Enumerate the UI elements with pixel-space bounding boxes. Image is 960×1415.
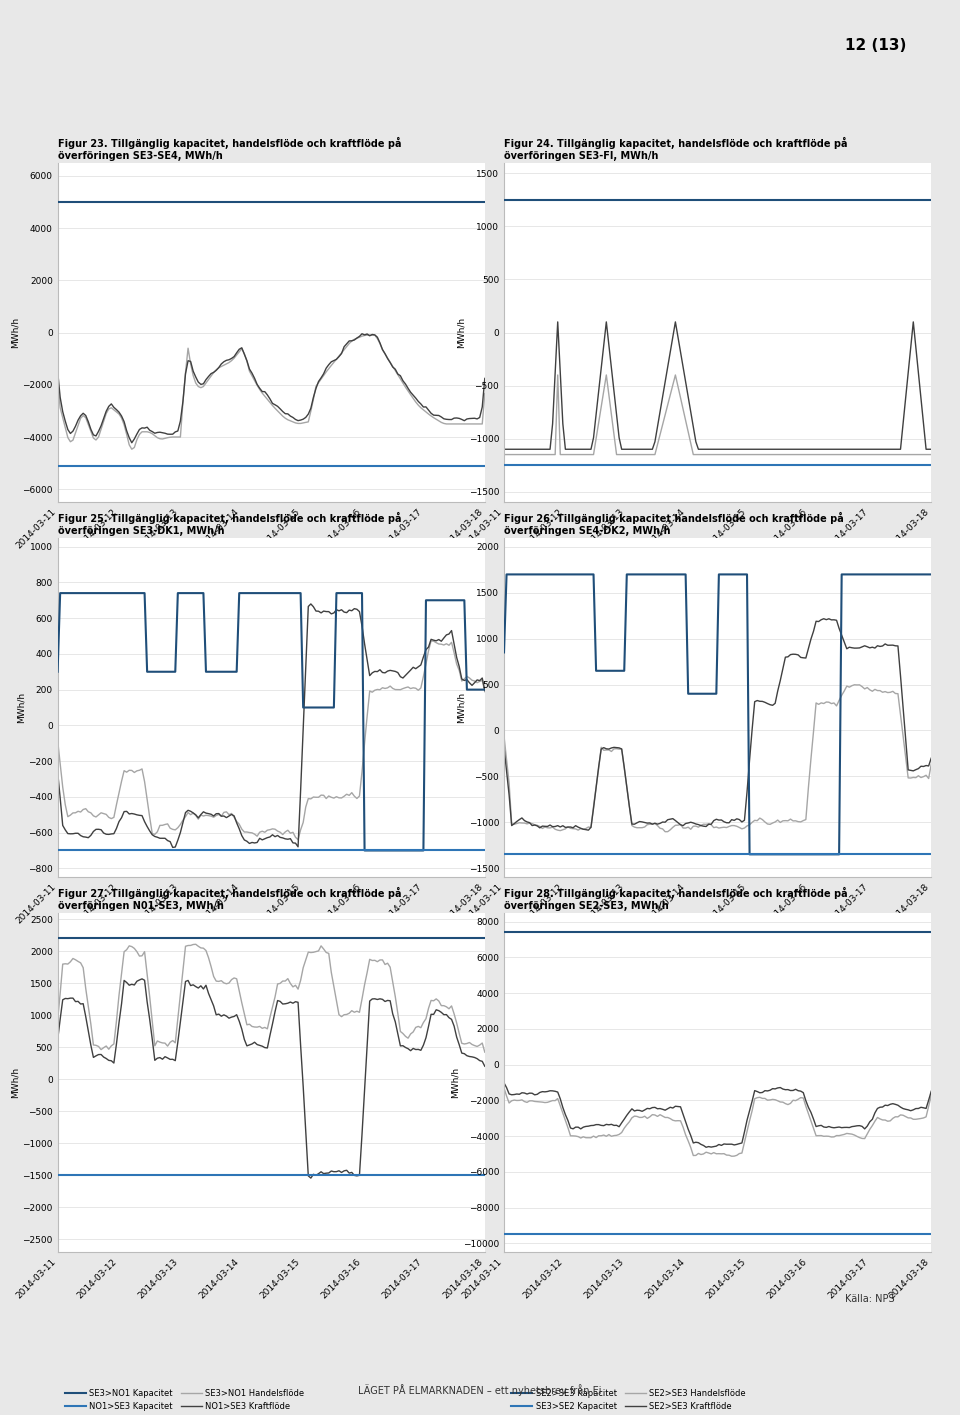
Text: Figur 24. Tillgänglig kapacitet, handelsflöde och kraftflöde på
överföringen SE3: Figur 24. Tillgänglig kapacitet, handels… <box>504 137 848 161</box>
Text: Figur 26. Tillgänglig kapacitet handelsflöde och kraftflöde på
överföringen SE4-: Figur 26. Tillgänglig kapacitet handelsf… <box>504 512 844 536</box>
Text: Figur 28. Tillgänglig kapacitet, handelsflöde och kraftflöde på
överföringen SE2: Figur 28. Tillgänglig kapacitet, handels… <box>504 887 848 911</box>
Y-axis label: MWh/h: MWh/h <box>451 1067 460 1098</box>
Legend: SE4>DK2 Kapacitet, DK2>SE4 Kapacitet, SE4>DK2 Handelsflöde, SE4>DK2 Kraftflöde: SE4>DK2 Kapacitet, DK2>SE4 Kapacitet, SE… <box>508 1010 752 1040</box>
Text: Figur 27. Tillgänglig kapacitet, handelsflöde och kraftflöde på
överföringen N01: Figur 27. Tillgänglig kapacitet, handels… <box>58 887 401 911</box>
Y-axis label: MWh/h: MWh/h <box>11 317 19 348</box>
Y-axis label: MWh/h: MWh/h <box>11 1067 19 1098</box>
Text: Figur 25. Tillgänglig kapacitet, handelsflöde och kraftflöde på
överföringen SE3: Figur 25. Tillgänglig kapacitet, handels… <box>58 512 401 536</box>
Legend: SE3>SE4 Kapacitet, SE3>SE4 Kapacitet, SE3>SE4 Handelsflöde, SE3>SE4 Kraftflöde: SE3>SE4 Kapacitet, SE3>SE4 Kapacitet, SE… <box>61 635 302 665</box>
Y-axis label: MWh/h: MWh/h <box>16 692 25 723</box>
Text: LÄGET PÅ ELMARKNADEN – ett nyhetsbrev från Ei: LÄGET PÅ ELMARKNADEN – ett nyhetsbrev fr… <box>358 1384 602 1395</box>
Legend: SE3>NO1 Kapacitet, NO1>SE3 Kapacitet, SE3>NO1 Handelsflöde, NO1>SE3 Kraftflöde: SE3>NO1 Kapacitet, NO1>SE3 Kapacitet, SE… <box>61 1385 308 1415</box>
Y-axis label: MWh/h: MWh/h <box>457 692 466 723</box>
Y-axis label: MWh/h: MWh/h <box>457 317 466 348</box>
Text: 12 (13): 12 (13) <box>845 38 906 52</box>
Text: Figur 23. Tillgänglig kapacitet, handelsflöde och kraftflöde på
överföringen SE3: Figur 23. Tillgänglig kapacitet, handels… <box>58 137 401 161</box>
Legend: SE3>DK1A Kapacitet, DK1A>SE3 Kapacitet, SE3>DK1 Handelsflöde, SE3>DK1 Kraftflöde: SE3>DK1A Kapacitet, DK1A>SE3 Kapacitet, … <box>61 1010 311 1040</box>
Legend: SE3>FI Kapacitet, FI>SE3 Kapacitet, SE3>FI Handelsflöde, SE3>FI Kraftflöde: SE3>FI Kapacitet, FI>SE3 Kapacitet, SE3>… <box>508 635 732 665</box>
Legend: SE2>SE3 Kapacitet, SE3>SE2 Kapacitet, SE2>SE3 Handelsflöde, SE2>SE3 Kraftflöde: SE2>SE3 Kapacitet, SE3>SE2 Kapacitet, SE… <box>508 1385 749 1415</box>
Text: Källa: NPS: Källa: NPS <box>845 1293 895 1303</box>
